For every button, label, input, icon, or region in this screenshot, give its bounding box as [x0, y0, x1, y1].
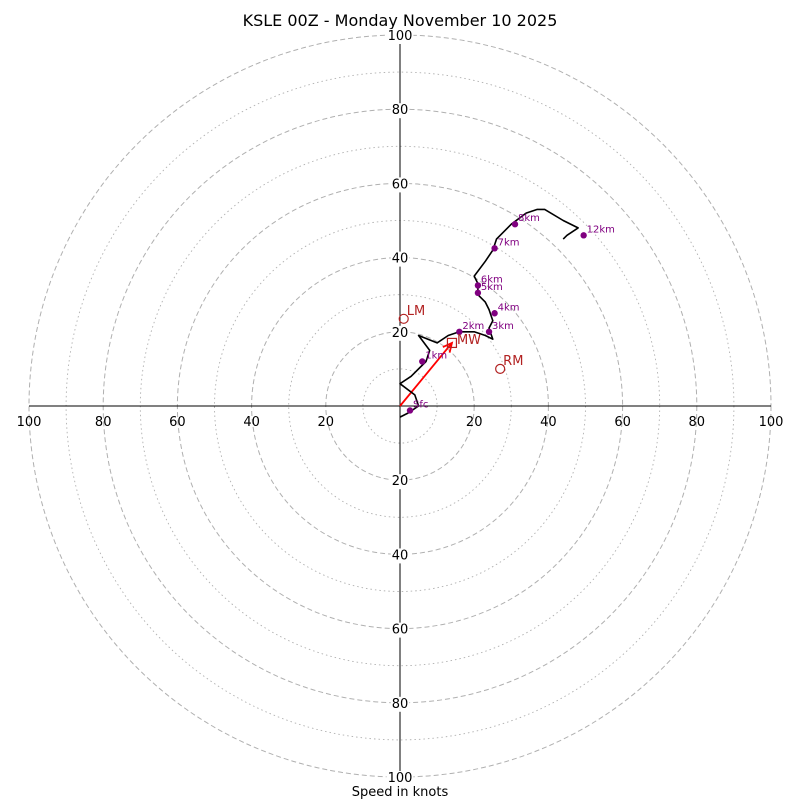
tick-label-east-20: 20: [466, 415, 483, 430]
height-marker-4km: [491, 310, 498, 317]
tick-label-east-60: 60: [614, 415, 631, 430]
tick-label-north-40: 40: [392, 252, 409, 267]
mean-wind-arrow: [399, 342, 453, 407]
height-marker-5km: [474, 289, 482, 297]
tick-label-bg: [390, 474, 410, 490]
height-marker-3km: [485, 328, 493, 335]
tick-label-bg: [390, 622, 410, 638]
height-label-1km: 1km: [425, 350, 447, 361]
tick-label-bg: [390, 103, 410, 119]
height-marker-8km: [511, 221, 519, 228]
tick-label-bg: [390, 696, 410, 712]
storm-motion-markers: LM RM MW: [398, 304, 523, 374]
tick-label-bg: [390, 177, 410, 193]
tick-label-south-100: 100: [388, 771, 413, 786]
tick-label-east-40: 40: [540, 415, 557, 430]
tick-label-south-80: 80: [392, 697, 409, 712]
tick-label-bg: [390, 548, 410, 564]
height-label-4km: 4km: [498, 302, 520, 313]
storm-motion-rm: [495, 363, 506, 374]
tick-label-west-60: 60: [169, 415, 186, 430]
tick-label-north-20: 20: [392, 326, 409, 341]
height-label-3km: 3km: [492, 321, 514, 332]
height-marker-6km: [474, 282, 482, 289]
chart-title: KSLE 00Z - Monday November 10 2025: [243, 11, 558, 30]
tick-label-north-100: 100: [388, 29, 413, 44]
tick-label-north-60: 60: [392, 177, 409, 192]
height-label-8km: 8km: [518, 213, 540, 224]
tick-label-west-80: 80: [95, 415, 112, 430]
height-marker-1km: [419, 358, 426, 365]
hodograph-trace: [399, 208, 579, 418]
tick-label-bg: [390, 325, 410, 341]
tick-label-bg: [390, 251, 410, 267]
tick-label-south-20: 20: [392, 474, 409, 489]
height-label-sfc: Sfc: [413, 399, 428, 410]
height-label-5km: 5km: [481, 282, 503, 293]
mean-wind-marker: [446, 337, 458, 349]
tick-label-west-20: 20: [318, 415, 335, 430]
storm-motion-lm: [398, 313, 409, 324]
height-label-12km: 12km: [587, 224, 615, 235]
height-label-6km: 6km: [481, 274, 503, 285]
tick-label-west-100: 100: [17, 415, 42, 430]
mean-wind-label: MW: [457, 333, 481, 348]
tick-label-west-40: 40: [243, 415, 260, 430]
x-axis-label: Speed in knots: [352, 785, 449, 800]
mean-wind-arrow-group: [399, 341, 454, 407]
height-marker-2km: [456, 328, 463, 335]
hodograph-trace-group: [399, 208, 579, 418]
axis-tick-labels: 100 100 100 100 80 80 80 80 60 60 60 60 40 40 40 40 20 20…: [17, 29, 784, 786]
tick-label-bg: [386, 29, 414, 44]
height-label-7km: 7km: [498, 237, 520, 248]
tick-label-south-40: 40: [392, 548, 409, 563]
height-label-2km: 2km: [462, 321, 484, 332]
height-marker-sfc: [406, 407, 414, 414]
mean-wind-arrowhead: [442, 341, 454, 353]
storm-motion-label-rm: RM: [503, 354, 523, 369]
tick-label-east-100: 100: [759, 415, 784, 430]
height-marker-7km: [491, 245, 498, 252]
tick-label-bg: [386, 771, 414, 786]
height-marker-12km: [580, 232, 587, 239]
tick-label-south-60: 60: [392, 623, 409, 638]
tick-label-east-80: 80: [689, 415, 706, 430]
storm-motion-label-lm: LM: [407, 304, 425, 319]
tick-label-north-80: 80: [392, 103, 409, 118]
